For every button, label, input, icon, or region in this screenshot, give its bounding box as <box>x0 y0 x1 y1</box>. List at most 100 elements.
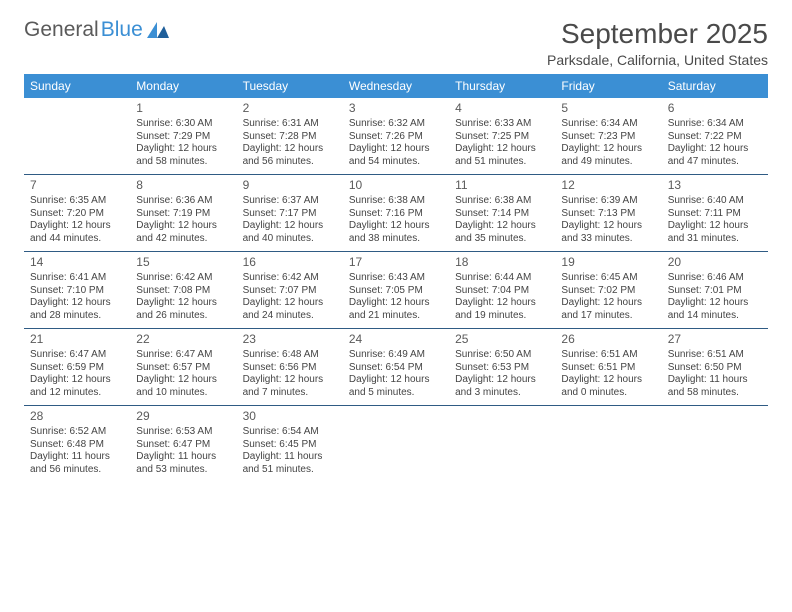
day-cell: 8Sunrise: 6:36 AM Sunset: 7:19 PM Daylig… <box>130 175 236 251</box>
day-number: 9 <box>243 178 337 193</box>
day-header: Sunday <box>24 74 130 98</box>
day-cell: 22 Sunrise: 6:47 AM Sunset: 6:57 PM Dayli… <box>130 329 236 405</box>
week-row: 28 Sunrise: 6:52 AM Sunset: 6:48 PM Dayli… <box>24 406 768 482</box>
day-info: Sunrise: 6:47 AM Sunset: 6:57 PM Dayligh… <box>136 349 230 399</box>
day-info: Sunrise: 6:31 AM Sunset: 7:28 PM Dayligh… <box>243 118 337 168</box>
day-cell <box>343 406 449 482</box>
week-row: 14Sunrise: 6:41 AM Sunset: 7:10 PM Dayli… <box>24 252 768 329</box>
day-number: 29 <box>136 409 230 424</box>
day-cell: 20 Sunrise: 6:46 AM Sunset: 7:01 PM Dayli… <box>662 252 768 328</box>
day-header: Friday <box>555 74 661 98</box>
day-number: 1 <box>136 101 230 116</box>
day-number: 12 <box>561 178 655 193</box>
day-cell: 7 Sunrise: 6:35 AM Sunset: 7:20 PM Daylig… <box>24 175 130 251</box>
day-cell <box>449 406 555 482</box>
day-info: Sunrise: 6:32 AM Sunset: 7:26 PM Dayligh… <box>349 118 443 168</box>
day-number: 7 <box>30 178 124 193</box>
day-number: 22 <box>136 332 230 347</box>
day-cell: 14Sunrise: 6:41 AM Sunset: 7:10 PM Dayli… <box>24 252 130 328</box>
day-cell <box>555 406 661 482</box>
day-number: 21 <box>30 332 124 347</box>
day-number: 14 <box>30 255 124 270</box>
day-cell: 2Sunrise: 6:31 AM Sunset: 7:28 PM Daylig… <box>237 98 343 174</box>
day-cell: 15 Sunrise: 6:42 AM Sunset: 7:08 PM Dayli… <box>130 252 236 328</box>
week-row: 1 Sunrise: 6:30 AM Sunset: 7:29 PM Daylig… <box>24 98 768 175</box>
day-number: 8 <box>136 178 230 193</box>
day-header-row: SundayMondayTuesdayWednesdayThursdayFrid… <box>24 74 768 98</box>
day-info: Sunrise: 6:47 AM Sunset: 6:59 PM Dayligh… <box>30 349 124 399</box>
day-cell: 26Sunrise: 6:51 AM Sunset: 6:51 PM Dayli… <box>555 329 661 405</box>
day-number: 15 <box>136 255 230 270</box>
day-info: Sunrise: 6:54 AM Sunset: 6:45 PM Dayligh… <box>243 426 337 476</box>
day-cell: 30 Sunrise: 6:54 AM Sunset: 6:45 PM Dayli… <box>237 406 343 482</box>
day-info: Sunrise: 6:34 AM Sunset: 7:23 PM Dayligh… <box>561 118 655 168</box>
day-info: Sunrise: 6:43 AM Sunset: 7:05 PM Dayligh… <box>349 272 443 322</box>
day-cell: 23 Sunrise: 6:48 AM Sunset: 6:56 PM Dayli… <box>237 329 343 405</box>
day-cell: 28 Sunrise: 6:52 AM Sunset: 6:48 PM Dayli… <box>24 406 130 482</box>
calendar: SundayMondayTuesdayWednesdayThursdayFrid… <box>24 74 768 482</box>
header-row: General Blue September 2025 Parksdale, C… <box>24 18 768 68</box>
weeks-container: 1 Sunrise: 6:30 AM Sunset: 7:29 PM Daylig… <box>24 98 768 482</box>
day-info: Sunrise: 6:45 AM Sunset: 7:02 PM Dayligh… <box>561 272 655 322</box>
day-number: 16 <box>243 255 337 270</box>
day-info: Sunrise: 6:53 AM Sunset: 6:47 PM Dayligh… <box>136 426 230 476</box>
day-info: Sunrise: 6:48 AM Sunset: 6:56 PM Dayligh… <box>243 349 337 399</box>
day-number: 24 <box>349 332 443 347</box>
day-header: Monday <box>130 74 236 98</box>
day-cell: 18 Sunrise: 6:44 AM Sunset: 7:04 PM Dayli… <box>449 252 555 328</box>
day-number: 5 <box>561 101 655 116</box>
day-info: Sunrise: 6:46 AM Sunset: 7:01 PM Dayligh… <box>668 272 762 322</box>
day-number: 6 <box>668 101 762 116</box>
day-info: Sunrise: 6:35 AM Sunset: 7:20 PM Dayligh… <box>30 195 124 245</box>
logo: General Blue <box>24 18 169 42</box>
day-info: Sunrise: 6:40 AM Sunset: 7:11 PM Dayligh… <box>668 195 762 245</box>
day-number: 19 <box>561 255 655 270</box>
day-number: 26 <box>561 332 655 347</box>
day-number: 23 <box>243 332 337 347</box>
day-info: Sunrise: 6:51 AM Sunset: 6:50 PM Dayligh… <box>668 349 762 399</box>
day-number: 20 <box>668 255 762 270</box>
day-cell: 6 Sunrise: 6:34 AM Sunset: 7:22 PM Daylig… <box>662 98 768 174</box>
page-title: September 2025 <box>547 18 768 50</box>
day-info: Sunrise: 6:42 AM Sunset: 7:08 PM Dayligh… <box>136 272 230 322</box>
day-cell <box>24 98 130 174</box>
title-block: September 2025 Parksdale, California, Un… <box>547 18 768 68</box>
logo-text-blue: Blue <box>101 18 143 42</box>
day-cell: 21 Sunrise: 6:47 AM Sunset: 6:59 PM Dayli… <box>24 329 130 405</box>
week-row: 21 Sunrise: 6:47 AM Sunset: 6:59 PM Dayli… <box>24 329 768 406</box>
day-cell: 10 Sunrise: 6:38 AM Sunset: 7:16 PM Dayli… <box>343 175 449 251</box>
day-number: 17 <box>349 255 443 270</box>
day-number: 18 <box>455 255 549 270</box>
day-number: 11 <box>455 178 549 193</box>
day-cell: 29 Sunrise: 6:53 AM Sunset: 6:47 PM Dayli… <box>130 406 236 482</box>
day-cell: 5 Sunrise: 6:34 AM Sunset: 7:23 PM Daylig… <box>555 98 661 174</box>
day-info: Sunrise: 6:44 AM Sunset: 7:04 PM Dayligh… <box>455 272 549 322</box>
day-cell: 3Sunrise: 6:32 AM Sunset: 7:26 PM Daylig… <box>343 98 449 174</box>
day-number: 30 <box>243 409 337 424</box>
day-number: 4 <box>455 101 549 116</box>
location-text: Parksdale, California, United States <box>547 52 768 68</box>
day-cell: 11Sunrise: 6:38 AM Sunset: 7:14 PM Dayli… <box>449 175 555 251</box>
day-cell: 1 Sunrise: 6:30 AM Sunset: 7:29 PM Daylig… <box>130 98 236 174</box>
day-cell: 12Sunrise: 6:39 AM Sunset: 7:13 PM Dayli… <box>555 175 661 251</box>
day-info: Sunrise: 6:34 AM Sunset: 7:22 PM Dayligh… <box>668 118 762 168</box>
day-header: Wednesday <box>343 74 449 98</box>
day-cell: 17 Sunrise: 6:43 AM Sunset: 7:05 PM Dayli… <box>343 252 449 328</box>
day-number: 13 <box>668 178 762 193</box>
day-cell: 9Sunrise: 6:37 AM Sunset: 7:17 PM Daylig… <box>237 175 343 251</box>
day-info: Sunrise: 6:52 AM Sunset: 6:48 PM Dayligh… <box>30 426 124 476</box>
day-info: Sunrise: 6:38 AM Sunset: 7:16 PM Dayligh… <box>349 195 443 245</box>
day-number: 10 <box>349 178 443 193</box>
day-cell: 24Sunrise: 6:49 AM Sunset: 6:54 PM Dayli… <box>343 329 449 405</box>
calendar-page: General Blue September 2025 Parksdale, C… <box>0 0 792 494</box>
day-cell: 25Sunrise: 6:50 AM Sunset: 6:53 PM Dayli… <box>449 329 555 405</box>
day-info: Sunrise: 6:30 AM Sunset: 7:29 PM Dayligh… <box>136 118 230 168</box>
logo-mark-icon <box>147 22 169 38</box>
day-header: Tuesday <box>237 74 343 98</box>
day-header: Saturday <box>662 74 768 98</box>
day-cell: 27Sunrise: 6:51 AM Sunset: 6:50 PM Dayli… <box>662 329 768 405</box>
day-number: 28 <box>30 409 124 424</box>
day-header: Thursday <box>449 74 555 98</box>
day-info: Sunrise: 6:42 AM Sunset: 7:07 PM Dayligh… <box>243 272 337 322</box>
day-number: 25 <box>455 332 549 347</box>
